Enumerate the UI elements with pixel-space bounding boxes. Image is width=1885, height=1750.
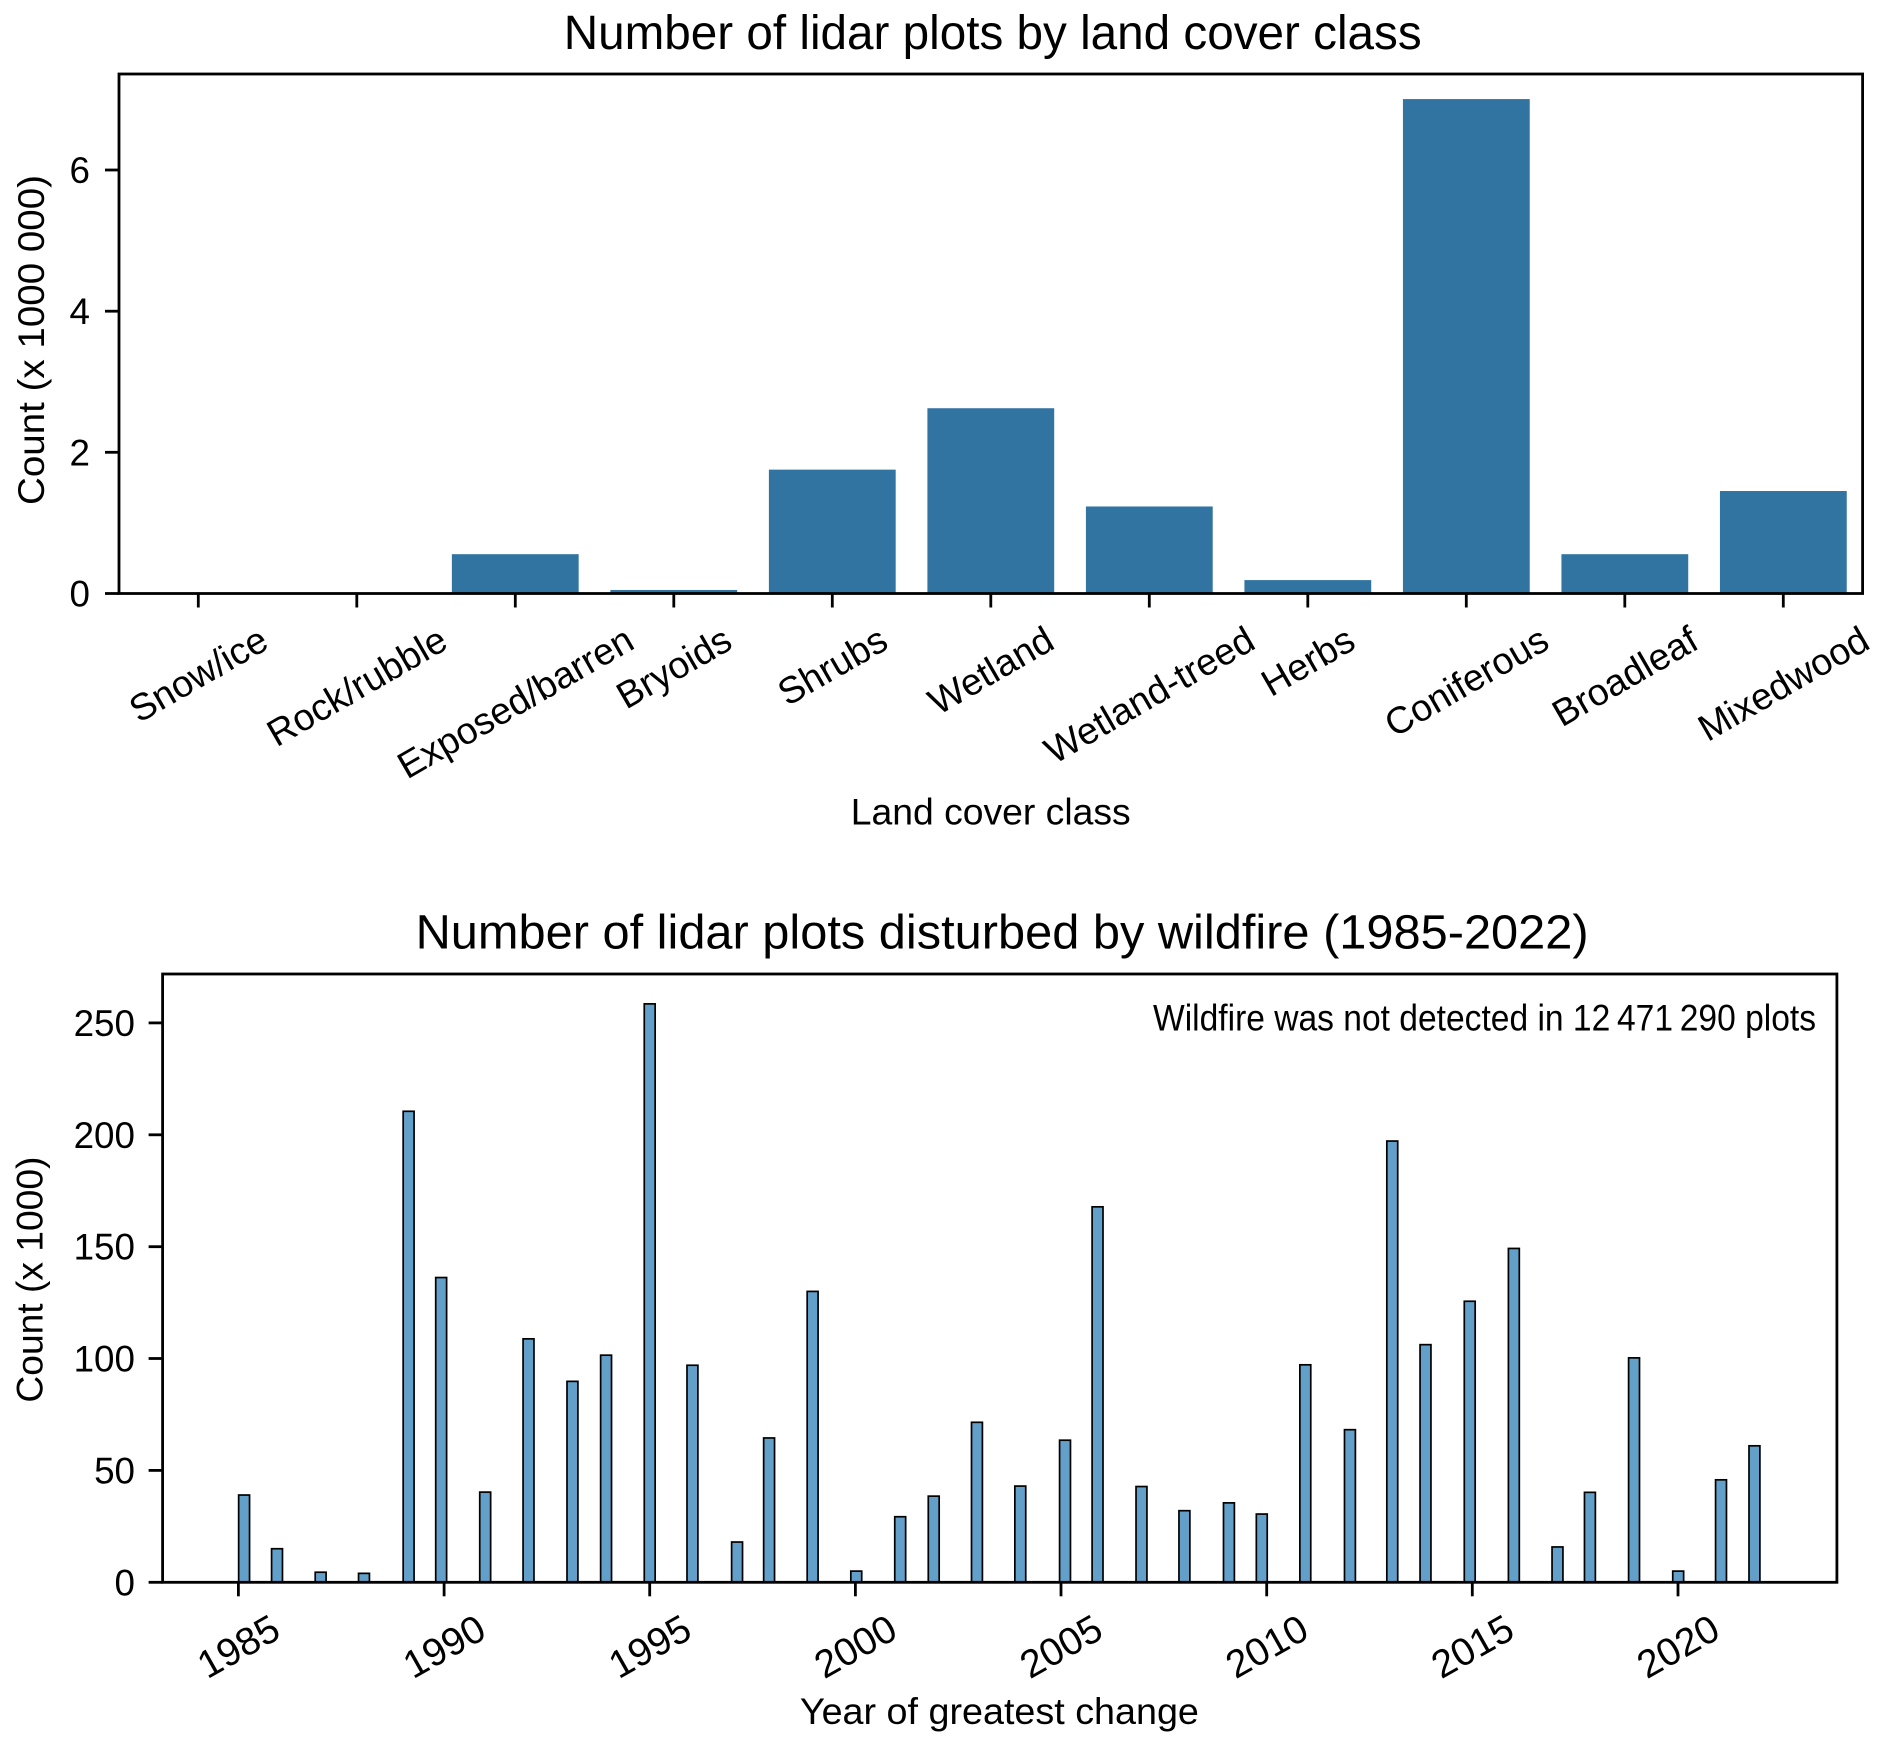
svg-text:Year of greatest change: Year of greatest change: [800, 1691, 1199, 1732]
svg-text:Number of lidar plots by land: Number of lidar plots by land cover clas…: [564, 7, 1422, 60]
svg-text:250: 250: [74, 1003, 135, 1044]
svg-text:Wildfire was not detected in 1: Wildfire was not detected in 12 471 290 …: [1153, 998, 1816, 1039]
svg-text:0: 0: [115, 1562, 135, 1603]
svg-text:100: 100: [74, 1339, 135, 1380]
svg-text:4: 4: [70, 291, 90, 332]
svg-text:0: 0: [70, 574, 90, 615]
svg-text:Number of lidar plots disturbe: Number of lidar plots disturbed by wildf…: [416, 907, 1589, 960]
svg-text:200: 200: [74, 1115, 135, 1156]
svg-text:2: 2: [70, 432, 90, 473]
svg-text:6: 6: [70, 150, 90, 191]
svg-text:150: 150: [74, 1227, 135, 1268]
svg-text:Count (x 1000): Count (x 1000): [10, 1157, 51, 1403]
svg-text:50: 50: [94, 1450, 135, 1491]
svg-text:Count (x 1000 000): Count (x 1000 000): [11, 175, 52, 505]
svg-text:Land cover class: Land cover class: [851, 792, 1131, 833]
